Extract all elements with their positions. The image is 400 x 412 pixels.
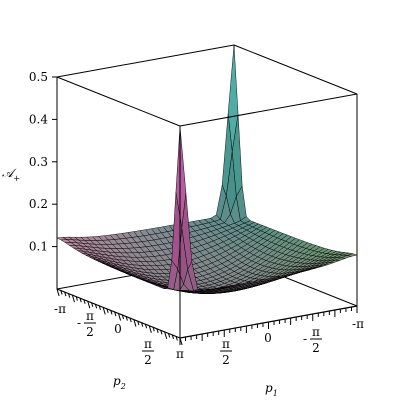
p2-tick — [175, 336, 178, 341]
p2-tick — [94, 304, 98, 309]
p2-tick — [118, 313, 122, 321]
p2-tick — [133, 319, 137, 327]
p2-tick — [71, 294, 75, 303]
p2-tick — [114, 311, 117, 317]
box-edge-top-front-left — [56, 76, 181, 127]
p2-tick — [91, 302, 94, 307]
p2-tick — [68, 293, 71, 298]
p2-tick — [141, 322, 144, 327]
p1-tick-label-den: 2 — [312, 341, 320, 355]
p1-tick-label: 0 — [264, 331, 272, 345]
p2-tick — [75, 296, 78, 301]
p2-tick — [60, 290, 63, 295]
p2-tick — [106, 308, 109, 314]
p2-tick — [171, 334, 174, 340]
p2-tick-label-den: 2 — [86, 325, 94, 339]
p2-tick-label: π — [176, 347, 184, 361]
p2-tick — [164, 331, 168, 340]
z-tick-label: 0.3 — [29, 155, 48, 169]
p2-tick-label-sign: - — [77, 316, 81, 330]
p2-tick — [110, 310, 113, 315]
p2-tick — [160, 330, 163, 335]
p2-tick — [79, 298, 82, 303]
p2-tick-label: 0 — [114, 322, 122, 336]
box-edge-top-back-right — [233, 44, 358, 95]
p2-tick — [144, 324, 148, 329]
z-axis-label: 𝒜+ — [2, 166, 20, 183]
p1-tick-label-num: π — [222, 337, 230, 351]
p2-axis: -π-π2 0π2 π — [54, 288, 184, 367]
p2-tick-label: - π 2 — [77, 309, 96, 339]
p2-tick — [64, 291, 67, 297]
p1-tick-label-num: π — [312, 325, 320, 339]
p2-tick — [152, 327, 155, 332]
p2-tick-label: π2 — [142, 337, 154, 367]
z-tick-label: 0.1 — [29, 240, 48, 254]
box-edge-top-back-left — [56, 44, 235, 78]
p2-tick — [137, 321, 140, 326]
p2-tick-label: -π — [54, 302, 66, 316]
front-box — [56, 76, 358, 339]
surface-mesh — [56, 44, 358, 294]
p2-tick — [129, 317, 132, 323]
z-tick-label: 0.2 — [29, 197, 48, 211]
p2-axis-label: p2 — [113, 374, 126, 391]
p2-tick — [156, 328, 159, 333]
p2-tick — [56, 288, 60, 297]
p1-tick-label-den: 2 — [222, 353, 230, 367]
p2-tick — [102, 307, 106, 315]
p2-tick — [83, 299, 86, 304]
z-tick-label: 0.5 — [29, 70, 48, 84]
z-tick-label: 0.4 — [29, 112, 48, 126]
p2-tick — [125, 316, 128, 321]
box-edge-top-front-right — [179, 93, 358, 127]
p2-tick — [98, 305, 101, 310]
z-axis: 0.1 0.2 0.3 0.4 0.5 — [29, 70, 57, 254]
p2-tick-label-den: 2 — [144, 353, 152, 367]
p1-tick-label: - π 2 — [303, 325, 322, 355]
p2-tick — [121, 314, 125, 320]
p2-tick-label-num: π — [86, 309, 94, 323]
p2-tick-label-num: π — [144, 337, 152, 351]
p2-tick — [167, 333, 171, 338]
p1-tick-label: -π — [352, 317, 364, 331]
p2-tick — [148, 325, 152, 333]
p1-tick-label: π2 — [220, 337, 232, 367]
p1-tick-label-sign: - — [303, 332, 307, 346]
p2-tick — [87, 301, 91, 309]
p1-axis-label: p1 — [265, 381, 278, 398]
